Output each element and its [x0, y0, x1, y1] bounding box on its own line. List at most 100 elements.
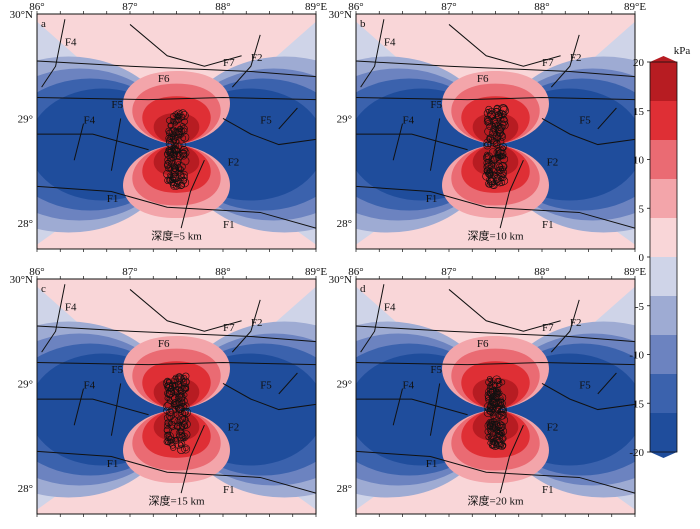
fault-line [180, 425, 205, 494]
panel-letter: a [41, 18, 46, 30]
aftershock-event [177, 134, 183, 139]
fault-line [110, 118, 122, 171]
aftershock-event [494, 134, 502, 142]
y-tick-label: 30°N [329, 274, 352, 286]
aftershock-event [486, 134, 495, 143]
aftershock-event [177, 442, 184, 449]
fault-label-f2: F2 [251, 317, 263, 329]
aftershock-cluster [483, 375, 509, 450]
aftershock-event [487, 172, 494, 178]
fault-label-f1: F1 [223, 219, 235, 231]
aftershock-event [490, 182, 498, 189]
aftershock-event [180, 407, 190, 416]
y-tick-label: 29° [18, 378, 33, 390]
fault-label-f5: F5 [430, 99, 442, 111]
x-tick-label: 86° [348, 1, 363, 13]
aftershock-event [486, 181, 493, 188]
aftershock-event [490, 397, 496, 403]
aftershock-event [182, 392, 188, 398]
colorbar-tick-label: 10 [633, 155, 645, 167]
fault-label-f2: F2 [251, 52, 263, 64]
aftershock-event [170, 182, 178, 190]
fault-label-f2: F2 [547, 156, 559, 168]
aftershock-event [173, 400, 181, 407]
aftershock-event [172, 382, 179, 389]
aftershock-event [487, 430, 497, 440]
fault-label-f1: F1 [542, 484, 554, 496]
stress-field: F7 F6 F5 F4 F5 F2 F1 F1 F4 F2 深度=5 km [37, 14, 316, 249]
aftershock-event [484, 127, 493, 136]
fault-label-f7: F7 [223, 57, 235, 69]
aftershock-event [176, 418, 181, 424]
fault-label-f1: F1 [223, 484, 235, 496]
aftershock-event [495, 387, 501, 393]
aftershock-event [489, 420, 499, 430]
colorbar-tick-label: -15 [629, 398, 644, 410]
colorbar-band [650, 218, 677, 258]
aftershock-event [167, 157, 176, 166]
aftershock-event [495, 146, 505, 156]
aftershock-event [489, 405, 497, 413]
fault-label-f5: F5 [579, 380, 591, 392]
aftershock-event [183, 445, 189, 452]
aftershock-event [166, 388, 175, 398]
fault-line [356, 450, 635, 494]
colorbar-band [650, 140, 677, 180]
aftershock-event [172, 120, 178, 126]
aftershock-event [164, 162, 171, 169]
x-tick-label: 88° [534, 266, 549, 278]
aftershock-event [166, 117, 173, 124]
aftershock-event [175, 428, 185, 439]
aftershock-event [495, 377, 502, 384]
aftershock-event [492, 375, 502, 385]
aftershock-event [169, 113, 177, 120]
fault-line [222, 383, 316, 411]
aftershock-event [497, 410, 507, 420]
aftershock-event [487, 419, 496, 428]
panel-letter: c [41, 283, 46, 295]
colorbar-tick-label: -20 [629, 447, 644, 459]
aftershock-event [168, 151, 178, 161]
aftershock-cluster [163, 109, 190, 190]
fault-label-f4: F4 [84, 115, 96, 127]
aftershock-event [179, 432, 189, 442]
aftershock-event [163, 414, 172, 422]
aftershock-event [178, 181, 186, 189]
aftershock-event [487, 388, 497, 398]
fault-label-f4: F4 [403, 380, 415, 392]
aftershock-event [494, 388, 501, 396]
fault-line [356, 362, 635, 366]
colorbar-unit: kPa [674, 45, 691, 57]
aftershock-event [486, 123, 494, 130]
aftershock-event [490, 155, 499, 164]
aftershock-event [181, 444, 191, 454]
aftershock-event [168, 178, 176, 186]
x-tick-label: 88° [215, 1, 230, 13]
fault-line [231, 34, 261, 88]
aftershock-event [170, 175, 176, 181]
aftershock-event [491, 420, 501, 430]
fault-label-f5: F5 [430, 364, 442, 376]
fault-line [597, 372, 617, 395]
aftershock-event [178, 387, 184, 393]
aftershock-event [489, 412, 497, 420]
fault-label-f2: F2 [228, 421, 240, 433]
fault-line [278, 372, 298, 395]
fault-line [499, 425, 524, 494]
fault-line [550, 34, 580, 88]
aftershock-event [497, 109, 506, 118]
aftershock-event [499, 379, 506, 386]
aftershock-event [485, 180, 493, 188]
aftershock-event [174, 373, 184, 383]
fault-line [37, 185, 316, 229]
aftershock-event [498, 161, 508, 171]
fault-label-f4: F4 [84, 380, 96, 392]
fault-label-f6: F6 [158, 338, 170, 350]
fault-label-f2: F2 [570, 52, 582, 64]
fault-line [499, 160, 524, 229]
fault-line [356, 185, 635, 229]
aftershock-event [176, 392, 186, 403]
fault-line [37, 60, 316, 78]
y-tick-label: 29° [337, 378, 352, 390]
aftershock-event [171, 146, 180, 154]
